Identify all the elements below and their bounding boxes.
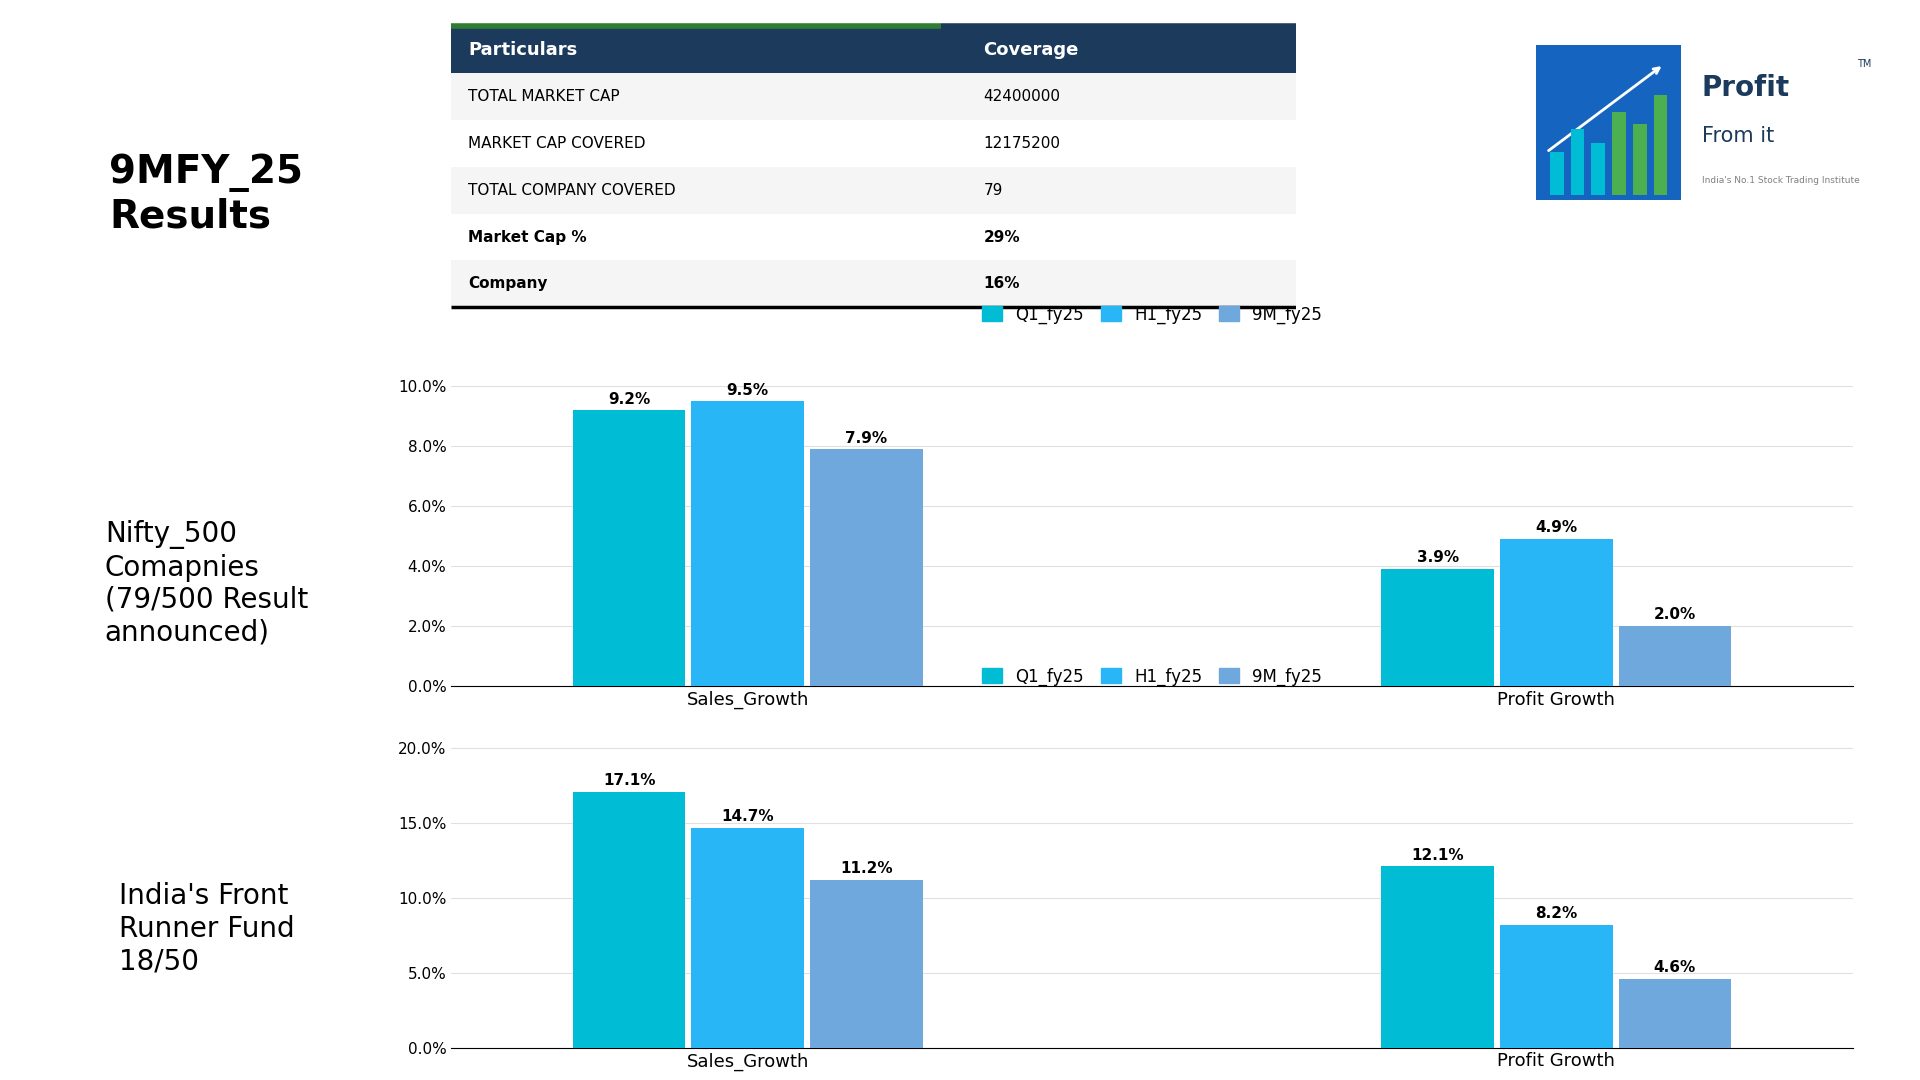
- Bar: [691, 827, 804, 1048]
- FancyBboxPatch shape: [451, 120, 1296, 166]
- Text: India's Front
Runner Fund
18/50: India's Front Runner Fund 18/50: [119, 882, 294, 975]
- FancyBboxPatch shape: [451, 26, 1296, 73]
- Text: Coverage: Coverage: [983, 41, 1079, 58]
- Text: Company: Company: [468, 276, 547, 292]
- Text: Nifty_500
Comapnies
(79/500 Result
announced): Nifty_500 Comapnies (79/500 Result annou…: [106, 521, 307, 646]
- Text: 16%: 16%: [983, 276, 1020, 292]
- Text: TOTAL MARKET CAP: TOTAL MARKET CAP: [468, 89, 620, 104]
- Bar: [1619, 626, 1732, 686]
- Bar: [1380, 866, 1494, 1048]
- Text: 9.5%: 9.5%: [726, 382, 768, 397]
- Bar: [1653, 95, 1667, 195]
- Bar: [1500, 924, 1613, 1048]
- FancyBboxPatch shape: [451, 73, 1296, 120]
- FancyBboxPatch shape: [1536, 45, 1682, 200]
- Text: 42400000: 42400000: [983, 89, 1060, 104]
- Bar: [691, 402, 804, 686]
- Bar: [1571, 129, 1584, 195]
- Bar: [810, 449, 924, 686]
- Bar: [1592, 143, 1605, 195]
- Text: 2.0%: 2.0%: [1653, 607, 1695, 622]
- FancyBboxPatch shape: [451, 214, 1296, 260]
- Bar: [1632, 124, 1647, 195]
- Bar: [572, 410, 685, 686]
- Bar: [1549, 152, 1563, 195]
- Text: 29%: 29%: [983, 230, 1020, 244]
- Text: 11.2%: 11.2%: [839, 861, 893, 876]
- Text: 4.6%: 4.6%: [1653, 960, 1695, 975]
- Text: MARKET CAP COVERED: MARKET CAP COVERED: [468, 136, 645, 151]
- Text: 12175200: 12175200: [983, 136, 1060, 151]
- Text: From it: From it: [1701, 125, 1774, 146]
- Text: Particulars: Particulars: [468, 41, 578, 58]
- FancyBboxPatch shape: [451, 260, 1296, 308]
- Text: 7.9%: 7.9%: [845, 431, 887, 446]
- Legend: Q1_fy25, H1_fy25, 9M_fy25: Q1_fy25, H1_fy25, 9M_fy25: [975, 299, 1329, 330]
- Text: Market Cap %: Market Cap %: [468, 230, 588, 244]
- Text: Profit: Profit: [1701, 75, 1789, 103]
- Text: 8.2%: 8.2%: [1536, 906, 1578, 921]
- Text: 9.2%: 9.2%: [609, 392, 651, 407]
- Bar: [1619, 978, 1732, 1048]
- Legend: Q1_fy25, H1_fy25, 9M_fy25: Q1_fy25, H1_fy25, 9M_fy25: [975, 661, 1329, 692]
- Text: 12.1%: 12.1%: [1411, 848, 1465, 863]
- Text: 17.1%: 17.1%: [603, 773, 655, 787]
- Text: 4.9%: 4.9%: [1536, 521, 1578, 536]
- Text: 9MFY_25
Results: 9MFY_25 Results: [109, 153, 303, 235]
- Text: India's No.1 Stock Trading Institute: India's No.1 Stock Trading Institute: [1701, 176, 1860, 186]
- Bar: [572, 792, 685, 1048]
- Bar: [1613, 112, 1626, 195]
- Text: 3.9%: 3.9%: [1417, 551, 1459, 566]
- Text: 79: 79: [983, 183, 1002, 198]
- Bar: [1500, 539, 1613, 686]
- FancyBboxPatch shape: [451, 166, 1296, 214]
- Bar: [810, 880, 924, 1048]
- Bar: [1380, 569, 1494, 686]
- Text: 14.7%: 14.7%: [722, 809, 774, 824]
- Text: TOTAL COMPANY COVERED: TOTAL COMPANY COVERED: [468, 183, 676, 198]
- Text: TM: TM: [1857, 59, 1872, 69]
